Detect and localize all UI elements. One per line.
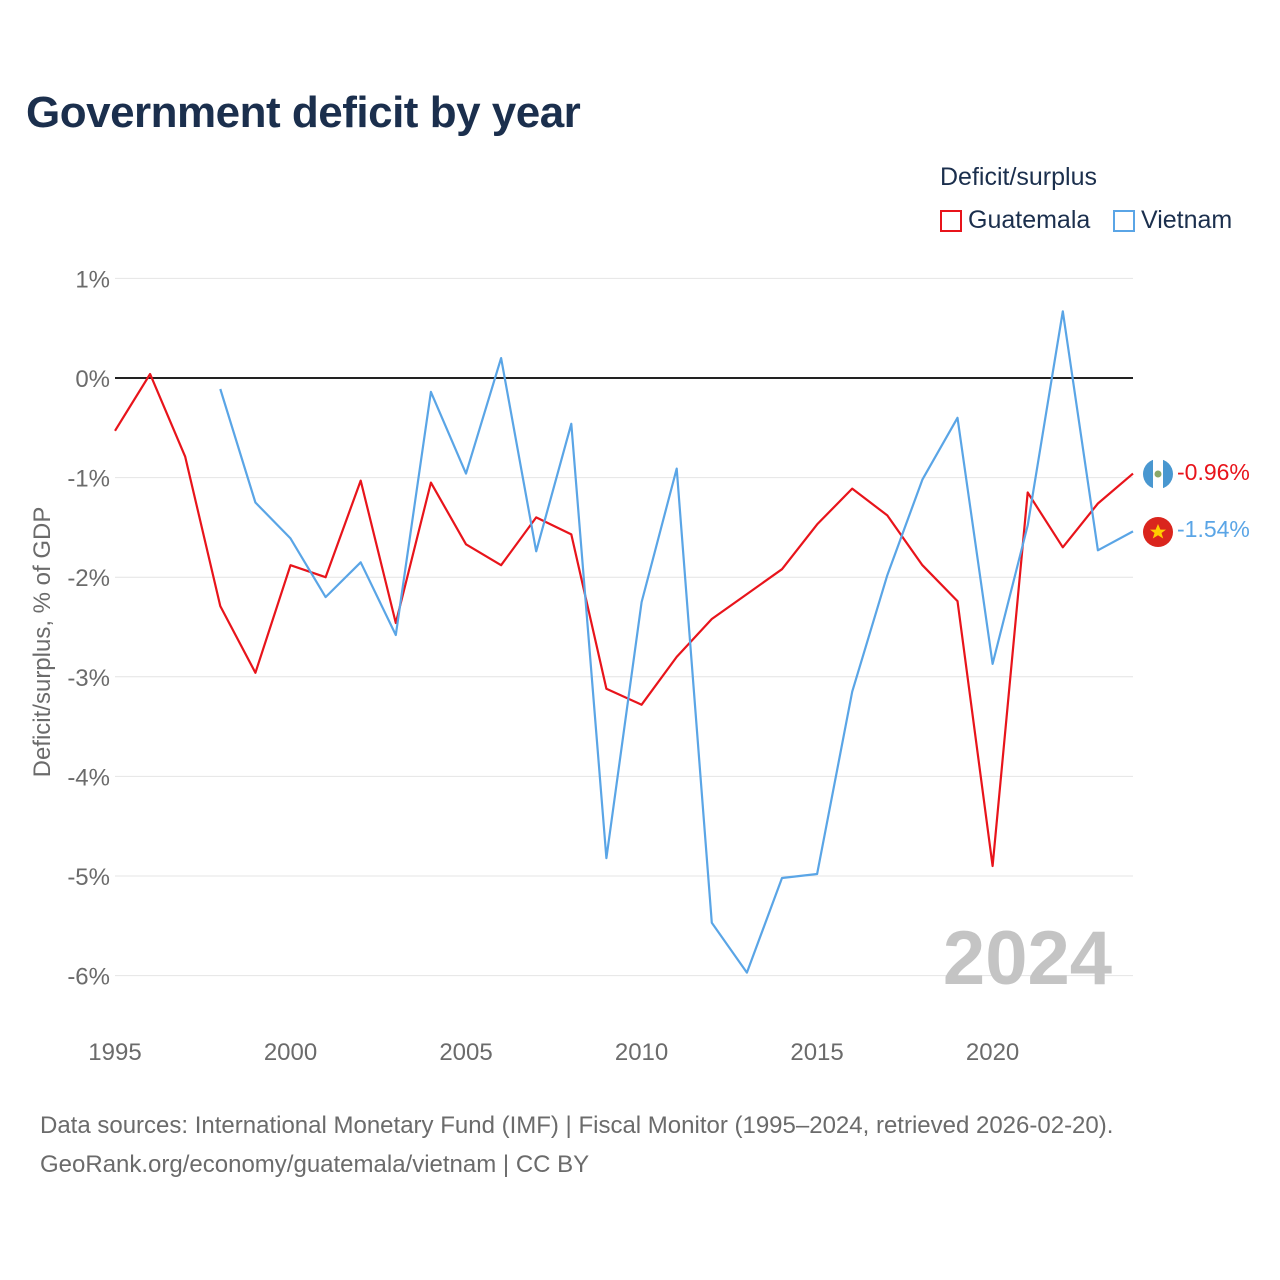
year-watermark: 2024 [943,916,1112,1001]
legend-item-vietnam[interactable]: Vietnam [1113,205,1232,235]
y-axis-label: Deficit/surplus, % of GDP [29,507,56,778]
y-tick-label: 0% [75,366,110,393]
series-line-guatemala[interactable] [114,372,1134,868]
grid-lines [115,277,1133,977]
chart-title: Government deficit by year [26,88,581,137]
x-tick-label: 2020 [966,1039,1019,1066]
line-chart: 1% 0% -1% -2% -3% -4% -5% -6% 1995 2000 2005 2010 2… [29,266,1173,1066]
vietnam-flag-icon [1143,517,1173,547]
y-tick-label: -4% [67,764,110,791]
end-label-vietnam: -1.54% [1177,516,1250,542]
y-tick-label: -2% [67,565,110,592]
y-tick-label: -6% [67,964,110,991]
series-lines [114,310,1134,974]
guatemala-flag-icon [1143,459,1173,489]
x-tick-label: 1995 [88,1039,141,1066]
legend-swatch-guatemala [940,210,962,232]
legend-item-guatemala[interactable]: Guatemala [940,205,1090,235]
end-label-guatemala: -0.96% [1177,459,1250,485]
x-tick-label: 2010 [615,1039,668,1066]
x-tick-label: 2005 [439,1039,492,1066]
legend-swatch-vietnam [1113,210,1135,232]
y-tick-label: 1% [75,266,110,293]
x-axis-ticks: 1995 2000 2005 2010 2015 2020 [88,1039,1019,1066]
x-tick-label: 2015 [790,1039,843,1066]
y-tick-label: -1% [67,466,110,493]
x-tick-label: 2000 [264,1039,317,1066]
legend-title: Deficit/surplus [940,163,1097,191]
footer-source: Data sources: International Monetary Fun… [40,1106,1113,1184]
legend-label-guatemala: Guatemala [968,206,1091,234]
y-axis-ticks: 1% 0% -1% -2% -3% -4% -5% -6% [67,266,110,990]
footer-sources-line: Data sources: International Monetary Fun… [40,1112,1114,1139]
y-tick-label: -5% [67,864,110,891]
footer-url-line: GeoRank.org/economy/guatemala/vietnam | … [40,1151,590,1178]
series-line-vietnam[interactable] [219,310,1134,974]
y-tick-label: -3% [67,665,110,692]
legend-label-vietnam: Vietnam [1141,206,1233,234]
